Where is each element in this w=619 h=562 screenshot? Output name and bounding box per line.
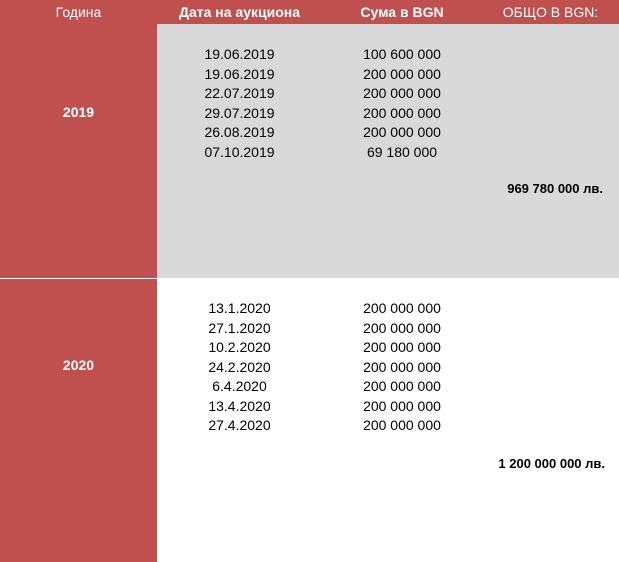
auction-date: 24.2.2020 <box>208 358 271 375</box>
auction-amount: 200 000 000 <box>363 378 441 394</box>
table-row: 24.2.2020 200 000 000 <box>157 358 482 378</box>
year-block-2019: 19.06.2019 100 600 000 19.06.2019 200 00… <box>157 24 619 278</box>
year-total: 969 780 000 лв. <box>507 181 603 196</box>
table-header: Година Дата на аукциона Сума в BGN ОБЩО … <box>0 0 619 24</box>
year-block-2020: 13.1.2020 200 000 000 27.1.2020 200 000 … <box>157 279 619 562</box>
auction-rows-2019: 19.06.2019 100 600 000 19.06.2019 200 00… <box>157 45 482 162</box>
auction-date: 19.06.2019 <box>204 65 275 82</box>
auction-amount: 200 000 000 <box>363 339 441 355</box>
header-year: Година <box>55 4 102 20</box>
table-row: 6.4.2020 200 000 000 <box>157 377 482 397</box>
auction-date: 19.06.2019 <box>204 46 275 62</box>
auction-amount: 200 000 000 <box>363 319 441 336</box>
year-label: 2019 <box>62 104 95 120</box>
auction-rows-2020: 13.1.2020 200 000 000 27.1.2020 200 000 … <box>157 299 482 436</box>
header-date: Дата на аукциона <box>178 4 300 20</box>
auction-amount: 200 000 000 <box>363 397 441 414</box>
header-amount: Сума в BGN <box>360 4 444 20</box>
auction-date: 13.1.2020 <box>208 300 271 316</box>
auction-amount: 200 000 000 <box>363 65 441 82</box>
auction-amount: 200 000 000 <box>363 417 441 433</box>
auction-date: 13.4.2020 <box>208 397 271 414</box>
table-row: 19.06.2019 100 600 000 <box>157 45 482 65</box>
auction-amount: 69 180 000 <box>366 143 438 160</box>
auction-date: 27.4.2020 <box>208 417 271 433</box>
auction-date: 27.1.2020 <box>208 319 271 336</box>
auction-amount: 100 600 000 <box>363 46 441 62</box>
table-row: 29.07.2019 200 000 000 <box>157 104 482 124</box>
year-cell-2020: 2020 <box>0 279 157 562</box>
table-row: 27.1.2020 200 000 000 <box>157 319 482 339</box>
auction-amount: 200 000 000 <box>363 300 441 316</box>
year-label: 2020 <box>62 357 95 373</box>
table-row: 13.4.2020 200 000 000 <box>157 397 482 417</box>
table-row: 27.4.2020 200 000 000 <box>157 416 482 436</box>
year-cell-2019: 2019 <box>0 24 157 279</box>
auction-amount: 200 000 000 <box>363 124 441 140</box>
auction-amount: 200 000 000 <box>363 104 441 121</box>
auction-date: 22.07.2019 <box>204 85 275 101</box>
table-row: 19.06.2019 200 000 000 <box>157 65 482 85</box>
table-row: 07.10.2019 69 180 000 <box>157 143 482 163</box>
auction-amount: 200 000 000 <box>363 85 441 101</box>
auction-date: 07.10.2019 <box>204 143 275 160</box>
auction-date: 6.4.2020 <box>212 378 267 394</box>
table-row: 26.08.2019 200 000 000 <box>157 123 482 143</box>
auction-date: 29.07.2019 <box>204 104 275 121</box>
header-total: ОБЩО В BGN: <box>502 4 599 20</box>
auction-date: 10.2.2020 <box>208 339 271 355</box>
auction-amount: 200 000 000 <box>363 358 441 375</box>
table-row: 10.2.2020 200 000 000 <box>157 338 482 358</box>
table-row: 13.1.2020 200 000 000 <box>157 299 482 319</box>
auction-date: 26.08.2019 <box>204 124 275 140</box>
table-row: 22.07.2019 200 000 000 <box>157 84 482 104</box>
year-total: 1 200 000 000 лв. <box>498 456 605 471</box>
